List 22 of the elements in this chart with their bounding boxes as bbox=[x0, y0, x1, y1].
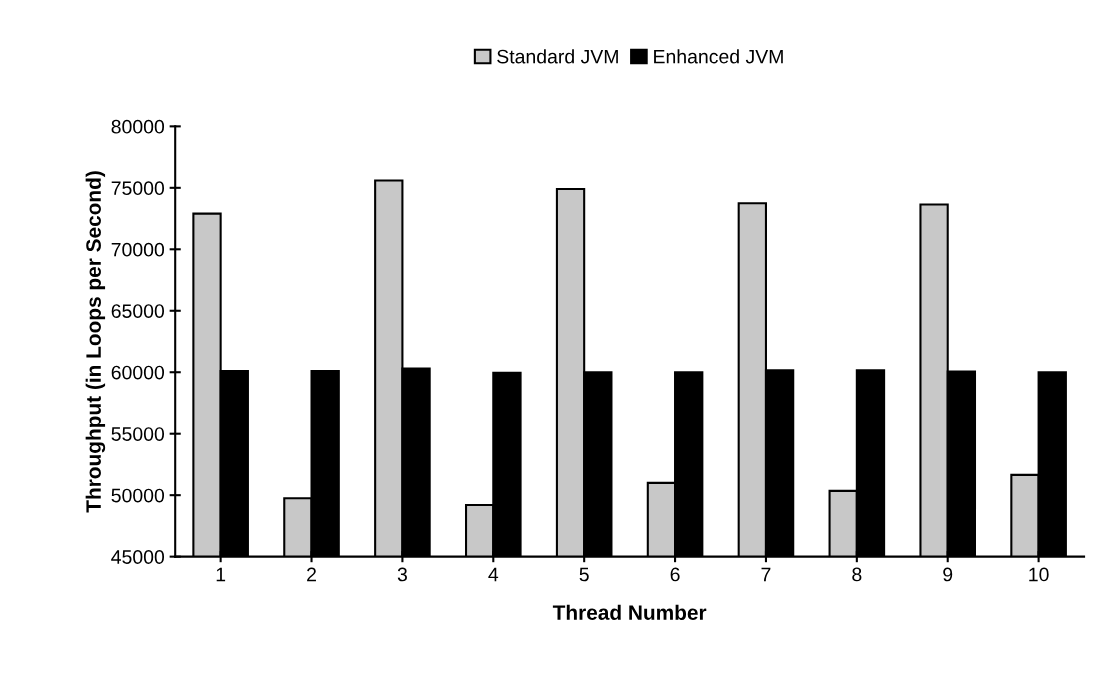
x-tick-label: 1 bbox=[216, 567, 226, 582]
legend-label: Standard JVM bbox=[497, 49, 618, 64]
x-tick-label: 9 bbox=[943, 567, 953, 582]
x-tick-label: 8 bbox=[852, 567, 862, 582]
y-tick-label: 50000 bbox=[111, 488, 165, 503]
x-tick-label: 5 bbox=[579, 567, 589, 582]
y-tick-label: 65000 bbox=[111, 304, 165, 318]
x-tick-label: 6 bbox=[670, 567, 680, 582]
x-tick-label: 4 bbox=[488, 567, 499, 582]
y-axis-title: Throughput (in Loops per Second) bbox=[85, 171, 106, 513]
x-tick-label: 7 bbox=[761, 567, 771, 582]
y-tick-label: 60000 bbox=[111, 365, 165, 380]
y-tick-label: 80000 bbox=[111, 119, 165, 134]
x-axis-title: Thread Number bbox=[552, 604, 707, 620]
x-tick-label: 10 bbox=[1029, 567, 1049, 582]
y-tick-label: 75000 bbox=[111, 181, 165, 196]
x-tick-label: 2 bbox=[307, 567, 316, 582]
legend-label: Enhanced JVM bbox=[654, 49, 783, 64]
y-tick-label: 70000 bbox=[111, 242, 165, 257]
x-tick-label: 3 bbox=[397, 567, 407, 582]
y-tick-label: 55000 bbox=[111, 427, 165, 441]
y-tick-label: 45000 bbox=[111, 550, 165, 564]
